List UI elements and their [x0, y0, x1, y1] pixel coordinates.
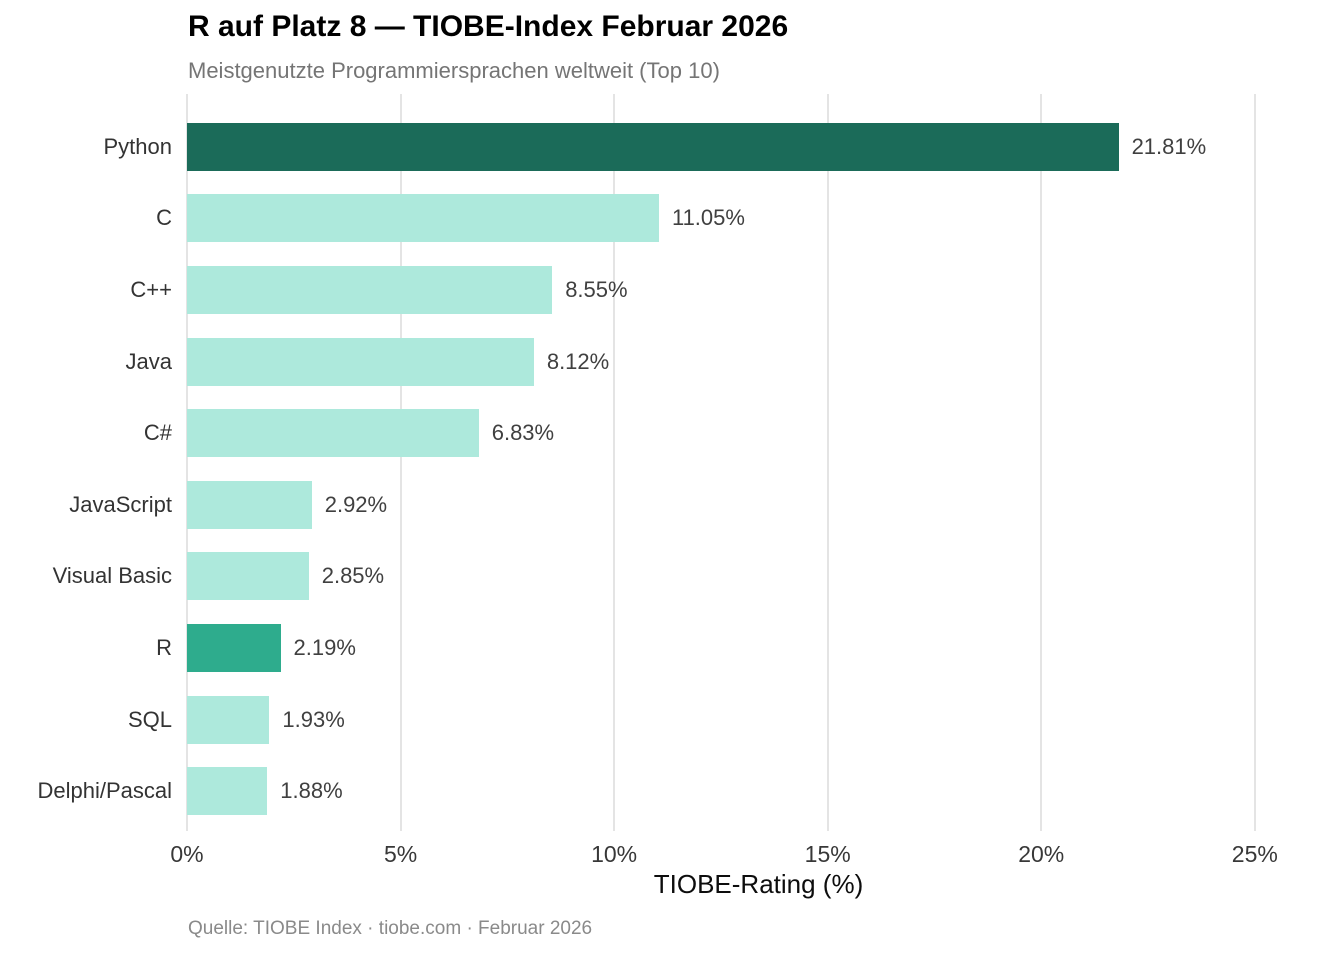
- y-axis-label: JavaScript: [69, 491, 172, 517]
- source-caption: Quelle: TIOBE Index · tiobe.com · Februa…: [188, 918, 593, 939]
- bar-row: Delphi/Pascal 1.88%: [0, 755, 1344, 827]
- bar-value-label: 11.05%: [671, 205, 745, 231]
- y-axis-label: SQL: [127, 706, 172, 732]
- bar: [187, 552, 309, 601]
- x-axis-tick-label: 5%: [383, 841, 418, 867]
- bar: [187, 695, 270, 744]
- plot-area: [186, 94, 1330, 831]
- bar: [187, 337, 534, 386]
- bar: [187, 767, 268, 816]
- x-axis-tick-label: 0%: [170, 841, 204, 867]
- bar-row: Visual Basic 2.85%: [0, 541, 1344, 613]
- bar-value-label: 8.12%: [546, 348, 610, 374]
- y-axis-label: R: [156, 634, 172, 660]
- y-axis-label: Python: [103, 133, 173, 159]
- gridline: [613, 94, 616, 831]
- x-axis-tick-label: 25%: [1231, 841, 1278, 867]
- bar-row: C# 6.83%: [0, 397, 1344, 469]
- y-axis-label: Delphi/Pascal: [37, 778, 172, 804]
- bar: [187, 122, 1119, 171]
- gridline: [1040, 94, 1043, 831]
- x-axis-title: TIOBE-Rating (%): [653, 869, 864, 899]
- bar-rows: Python 21.81% C 11.05% C++ 8.55% Java 8.12% C# 6.…: [0, 111, 1344, 827]
- bar: [187, 409, 479, 458]
- bar: [187, 480, 312, 529]
- bar-value-label: 6.83%: [491, 420, 555, 446]
- gridline: [1253, 94, 1256, 831]
- x-axis-tick-label: 10%: [591, 841, 638, 867]
- bar: [187, 623, 281, 672]
- bar-row: C++ 8.55%: [0, 254, 1344, 326]
- bar: [187, 194, 659, 243]
- gridline: [186, 94, 188, 831]
- bar-value-label: 8.55%: [565, 276, 628, 302]
- bar-value-label: 2.85%: [321, 563, 385, 589]
- bar-row: Java 8.12%: [0, 326, 1344, 398]
- y-axis-label: Visual Basic: [52, 563, 172, 589]
- x-axis: 0% 5% 10% 15% 20% 25%: [0, 841, 1344, 869]
- bar-row: JavaScript 2.92%: [0, 469, 1344, 541]
- bar-value-label: 2.92%: [324, 491, 388, 517]
- x-axis-tick-label: 15%: [804, 841, 851, 867]
- gridline: [826, 94, 829, 831]
- bar: [187, 265, 553, 314]
- bar-row: Python 21.81%: [0, 111, 1344, 183]
- y-axis-label: C#: [143, 420, 172, 446]
- bar-value-label: 2.19%: [293, 634, 356, 660]
- bar-value-label: 21.81%: [1131, 133, 1207, 159]
- bar-row: R 2.19%: [0, 612, 1344, 684]
- bar-row: SQL 1.93%: [0, 684, 1344, 756]
- y-axis-label: C: [156, 205, 172, 231]
- y-axis-label: Java: [125, 348, 172, 374]
- chart-title: R auf Platz 8 — TIOBE-Index Februar 2026: [188, 10, 789, 43]
- y-axis-label: C++: [130, 276, 172, 302]
- x-axis-tick-label: 20%: [1018, 841, 1065, 867]
- gridline: [399, 94, 402, 831]
- bar-value-label: 1.93%: [282, 706, 345, 732]
- bar-row: C 11.05%: [0, 183, 1344, 255]
- bar-value-label: 1.88%: [280, 778, 343, 804]
- chart-subtitle: Meistgenutzte Programmiersprachen weltwe…: [188, 58, 720, 83]
